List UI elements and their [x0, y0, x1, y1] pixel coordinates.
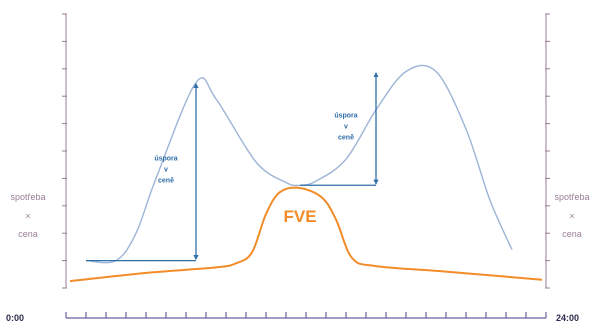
savings-label-line: v — [164, 167, 168, 174]
series-fve — [69, 186, 543, 283]
savings-annotation-2: úspora v ceně — [300, 71, 379, 186]
side-label-left-line: spotřeba — [10, 192, 45, 202]
savings-label: úspora v ceně — [334, 112, 357, 141]
savings-label-line: úspora — [154, 156, 177, 163]
series-label-fve: FVE — [283, 207, 316, 226]
annotation-layer: úspora v ceně úspora v ceně — [86, 71, 379, 262]
x-tick-label-start: 0:00 — [6, 313, 24, 323]
side-label-left-line: × — [25, 211, 30, 221]
x-tick-label-end: 24:00 — [556, 313, 579, 323]
side-label-right-line: × — [569, 211, 574, 221]
savings-label-line: úspora — [334, 112, 357, 119]
side-label-left-line: cena — [18, 229, 38, 239]
savings-label-line: ceně — [338, 134, 354, 141]
side-label-right-line: cena — [562, 229, 582, 239]
savings-annotation-1: úspora v ceně — [86, 82, 199, 262]
label-layer: 0:00 24:00 spotřeba × cena spotřeba × cena FVE — [6, 192, 590, 323]
series-layer — [69, 64, 543, 283]
side-label-right-line: spotřeba — [554, 192, 589, 202]
savings-label: úspora v ceně — [154, 156, 177, 185]
savings-label-line: v — [344, 123, 348, 130]
side-label-left: spotřeba × cena — [10, 192, 45, 239]
axes — [62, 13, 550, 319]
side-label-right: spotřeba × cena — [554, 192, 589, 239]
series-consumption — [85, 64, 513, 264]
savings-label-line: ceně — [158, 178, 174, 185]
